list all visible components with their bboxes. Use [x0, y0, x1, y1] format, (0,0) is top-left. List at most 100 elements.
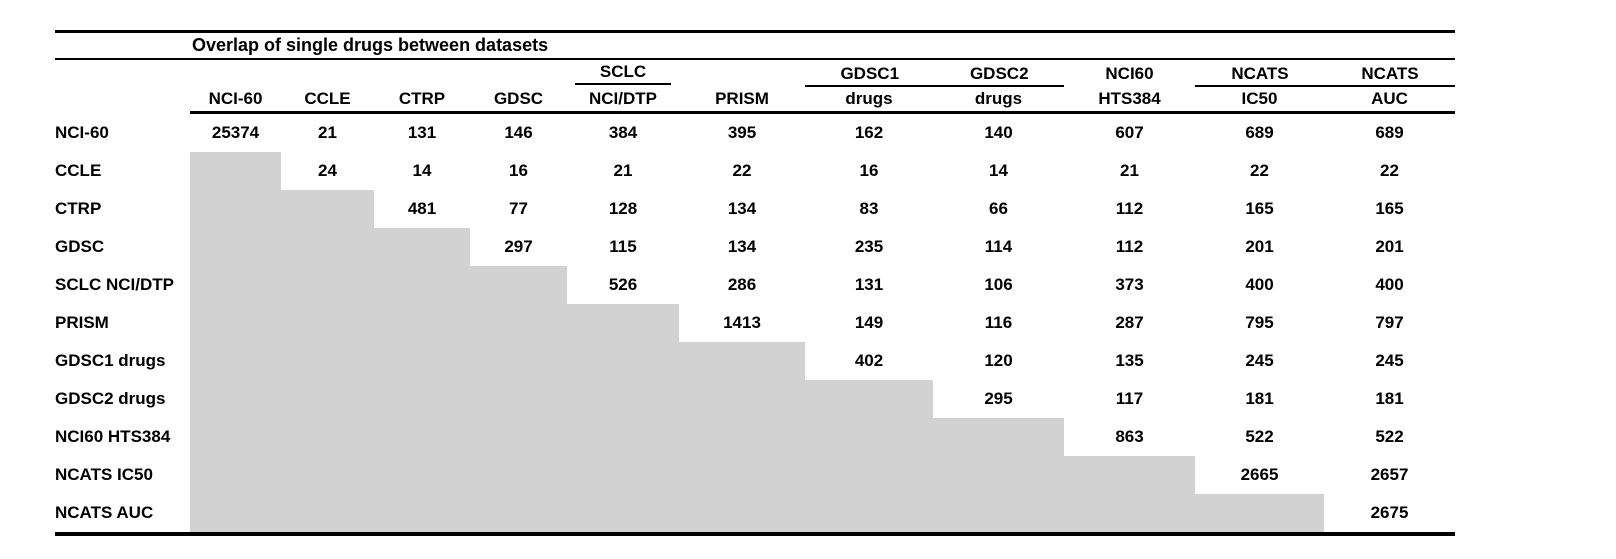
shaded-cell	[281, 304, 374, 342]
shaded-cell	[281, 266, 374, 304]
shaded-cell	[281, 456, 374, 494]
matrix-cell: 83	[859, 199, 879, 218]
column-group-header: SCLC	[567, 60, 679, 85]
overlap-table: Overlap of single drugs between datasets…	[55, 30, 1455, 536]
row-label: GDSC1 drugs	[55, 351, 166, 370]
row-label: GDSC	[55, 237, 105, 256]
shaded-cell	[374, 304, 470, 342]
shaded-cell	[679, 456, 805, 494]
row-label: CTRP	[55, 199, 102, 218]
row-label: NCI-60	[55, 123, 109, 142]
shaded-cell	[190, 494, 281, 532]
matrix-cell: 400	[1245, 275, 1274, 294]
column-header: CCLE	[281, 87, 374, 114]
matrix-cell: 77	[509, 199, 528, 218]
matrix-cell: 181	[1375, 389, 1404, 408]
shaded-cell	[679, 380, 805, 418]
shaded-cell	[567, 342, 679, 380]
matrix-cell: 795	[1245, 313, 1274, 332]
shaded-cell	[281, 494, 374, 532]
shaded-cell	[281, 190, 374, 228]
column-header: NCI/DTP	[567, 87, 679, 114]
row-label: GDSC2 drugs	[55, 389, 166, 408]
shaded-cell	[190, 418, 281, 456]
shaded-cell	[190, 228, 281, 266]
matrix-cell: 22	[732, 161, 752, 180]
matrix-cell: 16	[859, 161, 879, 180]
matrix-cell: 295	[984, 389, 1013, 408]
column-group-label: SCLC	[575, 60, 671, 85]
shaded-cell	[190, 304, 281, 342]
column-group-label: GDSC1	[840, 64, 900, 83]
shaded-cell	[281, 380, 374, 418]
matrix-cell: 384	[608, 123, 638, 142]
shaded-cell	[567, 418, 679, 456]
matrix-cell: 165	[1375, 199, 1404, 218]
column-header: IC50	[1195, 87, 1324, 114]
row-label: SCLC NCI/DTP	[55, 275, 174, 294]
shaded-cell	[190, 342, 281, 380]
shaded-cell	[567, 456, 679, 494]
shaded-cell	[933, 456, 1064, 494]
matrix-cell: 297	[504, 237, 533, 256]
matrix-cell: 21	[318, 123, 337, 142]
column-group-label: GDSC2	[969, 64, 1029, 83]
matrix-cell: 140	[984, 123, 1013, 142]
matrix-cell: 22	[1250, 161, 1269, 180]
shaded-cell	[679, 418, 805, 456]
matrix-cell: 24	[318, 161, 337, 180]
column-group-label: NCATS	[1231, 64, 1289, 83]
matrix-cell: 21	[1120, 161, 1139, 180]
matrix-cell: 689	[1375, 123, 1404, 142]
shaded-cell	[805, 456, 933, 494]
shaded-cell	[1064, 494, 1195, 532]
matrix-cell: 22	[1380, 161, 1399, 180]
shaded-cell	[805, 494, 933, 532]
shaded-cell	[1064, 456, 1195, 494]
matrix-cell: 134	[727, 199, 757, 218]
matrix-cell: 120	[984, 351, 1013, 370]
matrix-cell: 245	[1245, 351, 1274, 370]
shaded-cell	[679, 494, 805, 532]
matrix-cell: 114	[984, 237, 1013, 256]
matrix-cell: 165	[1245, 199, 1274, 218]
shaded-cell	[281, 228, 374, 266]
matrix-cell: 2665	[1240, 465, 1279, 484]
matrix-cell: 115	[609, 237, 637, 256]
shaded-cell	[374, 342, 470, 380]
matrix-cell: 66	[989, 199, 1008, 218]
header-groups-row: SCLC GDSC1 GDSC2 NCI60 NCATS NCATS	[55, 60, 1455, 87]
matrix-cell: 162	[854, 123, 884, 142]
shaded-cell	[470, 304, 567, 342]
shaded-cell	[679, 342, 805, 380]
shaded-cell	[567, 304, 679, 342]
shaded-cell	[567, 494, 679, 532]
matrix-cell: 14	[412, 161, 432, 180]
matrix-cell: 235	[854, 237, 884, 256]
column-header: HTS384	[1064, 87, 1195, 114]
column-group-header: NCATS NCATS	[1195, 60, 1455, 87]
matrix-cell: 21	[613, 161, 633, 180]
column-header: drugs	[933, 87, 1064, 114]
column-header: PRISM	[679, 87, 805, 114]
shaded-cell	[933, 494, 1064, 532]
matrix-cell: 607	[1115, 123, 1144, 142]
matrix-cell: 201	[1375, 237, 1404, 256]
shaded-cell	[470, 494, 567, 532]
shaded-cell	[567, 380, 679, 418]
shaded-cell	[281, 418, 374, 456]
matrix-cell: 181	[1245, 389, 1274, 408]
matrix-cell: 863	[1115, 427, 1144, 446]
matrix-cell: 14	[989, 161, 1008, 180]
matrix-cell: 112	[1115, 199, 1144, 218]
column-group-header: NCI60	[1064, 60, 1195, 85]
matrix-cell: 134	[727, 237, 757, 256]
shaded-cell	[374, 228, 470, 266]
matrix-cell: 522	[1375, 427, 1404, 446]
shaded-cell	[933, 418, 1064, 456]
shaded-cell	[470, 456, 567, 494]
matrix-cell: 149	[854, 313, 884, 332]
shaded-cell	[281, 342, 374, 380]
shaded-cell	[374, 380, 470, 418]
